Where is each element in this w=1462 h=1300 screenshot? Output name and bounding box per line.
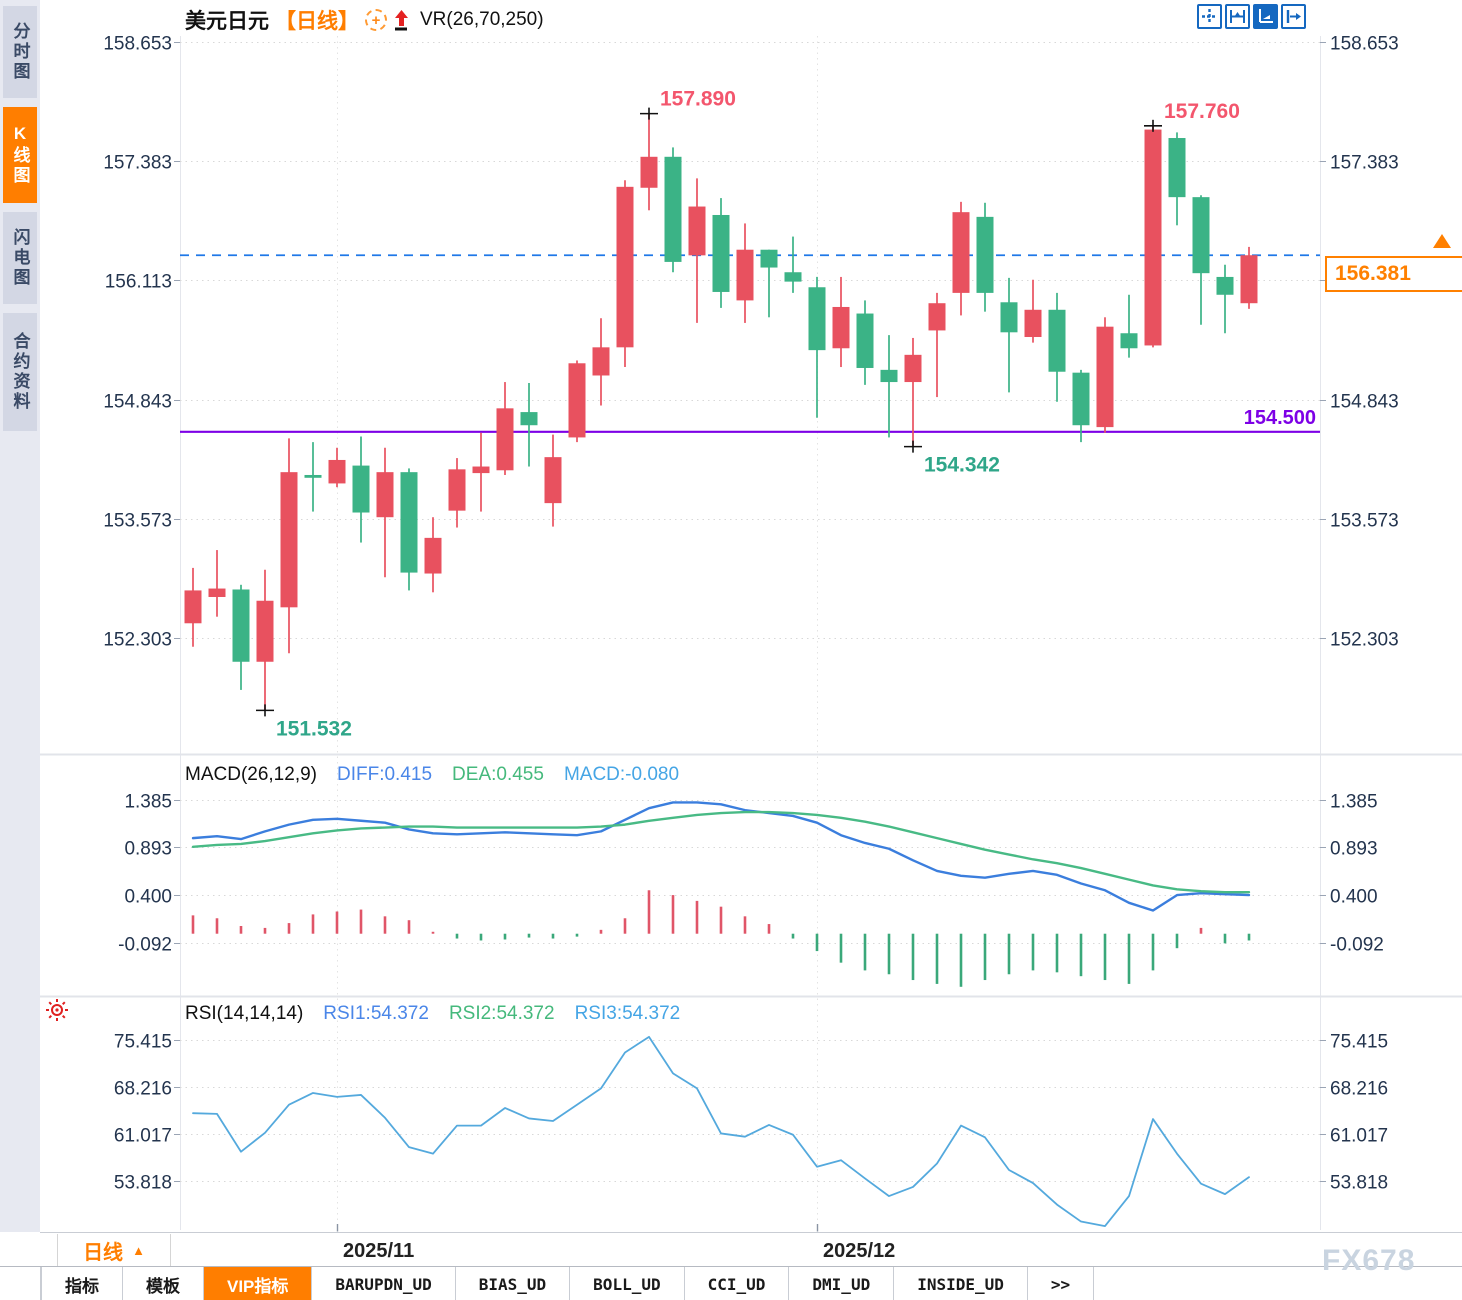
sidebar-item-lightning-chart[interactable]: 闪电图: [3, 212, 37, 304]
pan-right-icon[interactable]: [1281, 4, 1306, 29]
interval-selector-button[interactable]: 日线 ▲: [57, 1234, 171, 1267]
interval-up-triangle-icon: ▲: [132, 1242, 145, 1258]
svg-text:154.843: 154.843: [1330, 392, 1399, 413]
tab-inside-ud[interactable]: INSIDE_UD: [894, 1267, 1028, 1300]
svg-text:-0.092: -0.092: [1330, 935, 1384, 956]
auto-scale-icon[interactable]: [1253, 4, 1278, 29]
indicator-tab-bar: 指标 模板 VIP指标 BARUPDN_UD BIAS_UD BOLL_UD C…: [0, 1266, 1462, 1300]
chart-canvas[interactable]: 158.653158.653157.383157.383156.113156.1…: [0, 0, 1462, 1232]
rsi1-value: RSI1:54.372: [323, 1003, 429, 1024]
macd-macd-value: MACD:-0.080: [563, 764, 680, 785]
axis-range-icon[interactable]: [1225, 4, 1250, 29]
tab-boll-ud[interactable]: BOLL_UD: [570, 1267, 685, 1300]
tab-cci-ud[interactable]: CCI_UD: [684, 1267, 790, 1300]
tab-dmi-ud[interactable]: DMI_UD: [789, 1267, 895, 1300]
rsi3-value: RSI3:54.372: [574, 1003, 681, 1024]
tab-templates[interactable]: 模板: [123, 1267, 204, 1300]
symbol-title: 美元日元: [185, 10, 269, 33]
svg-text:154.843: 154.843: [103, 392, 172, 413]
tab-bar-spacer: [0, 1267, 42, 1300]
svg-text:157.383: 157.383: [1330, 153, 1399, 174]
tab-bias-ud[interactable]: BIAS_UD: [455, 1267, 571, 1300]
svg-text:0.400: 0.400: [124, 887, 172, 908]
svg-text:75.415: 75.415: [114, 1032, 172, 1053]
rsi-label-row: RSI(14,14,14) RSI1:54.372 RSI2:54.372 RS…: [185, 1003, 680, 1025]
svg-text:151.532: 151.532: [276, 717, 352, 740]
svg-text:154.342: 154.342: [924, 454, 1000, 477]
macd-diff-value: DIFF:0.415: [337, 764, 433, 785]
svg-text:158.653: 158.653: [1330, 34, 1399, 55]
tab-more[interactable]: >>: [1027, 1267, 1095, 1300]
tab-vip-indicators[interactable]: VIP指标: [204, 1267, 313, 1300]
svg-text:158.653: 158.653: [103, 34, 172, 55]
macd-name: MACD(26,12,9): [185, 764, 317, 785]
svg-text:157.760: 157.760: [1164, 100, 1240, 123]
circle-plus-icon[interactable]: +: [365, 9, 387, 31]
svg-text:61.017: 61.017: [114, 1126, 172, 1147]
svg-text:61.017: 61.017: [1330, 1126, 1388, 1147]
current-price-box: 156.381: [1325, 256, 1462, 292]
svg-text:1.385: 1.385: [124, 792, 172, 813]
crosshair-move-icon[interactable]: [1197, 4, 1222, 29]
svg-text:156.113: 156.113: [105, 272, 172, 293]
svg-text:0.893: 0.893: [1330, 839, 1378, 860]
svg-text:152.303: 152.303: [1330, 630, 1399, 651]
rsi2-value: RSI2:54.372: [448, 1003, 555, 1024]
sidebar-item-timeline-chart[interactable]: 分时图: [3, 6, 37, 98]
sidebar-item-candle-chart[interactable]: K线图: [3, 107, 37, 203]
svg-text:0.893: 0.893: [124, 839, 172, 860]
svg-text:157.383: 157.383: [103, 153, 172, 174]
vr-indicator-label: VR(26,70,250): [420, 9, 544, 30]
svg-text:53.818: 53.818: [114, 1173, 172, 1194]
macd-dea-value: DEA:0.455: [452, 764, 544, 785]
svg-text:53.818: 53.818: [1330, 1173, 1388, 1194]
x-axis-strip: 日线 ▲ 2025/11 2025/12: [40, 1232, 1462, 1267]
x-axis-month-label: 2025/12: [823, 1240, 896, 1262]
tab-barupdn-ud[interactable]: BARUPDN_UD: [312, 1267, 456, 1300]
svg-text:1.385: 1.385: [1330, 792, 1378, 813]
svg-text:0.400: 0.400: [1330, 887, 1378, 908]
x-axis-month-label: 2025/11: [343, 1240, 415, 1262]
svg-text:75.415: 75.415: [1330, 1032, 1388, 1053]
sidebar: 分时图 K线图 闪电图 合约资料: [0, 0, 40, 1232]
indicator-sun-icon: [45, 998, 69, 1027]
svg-text:-0.092: -0.092: [118, 935, 172, 956]
interval-label: 日线: [83, 1241, 124, 1264]
svg-text:157.890: 157.890: [660, 88, 736, 111]
sidebar-item-contract-info[interactable]: 合约资料: [3, 313, 37, 431]
svg-text:153.573: 153.573: [103, 511, 172, 532]
rsi-name: RSI(14,14,14): [185, 1003, 304, 1024]
up-arrow-icon: [393, 8, 410, 32]
tab-indicators[interactable]: 指标: [42, 1267, 123, 1300]
period-label: 【日线】: [275, 10, 359, 33]
svg-text:153.573: 153.573: [1330, 511, 1399, 532]
chart-toolbar: [1197, 4, 1306, 29]
price-marker-triangle-icon: [1433, 234, 1451, 248]
svg-text:68.216: 68.216: [1330, 1079, 1388, 1100]
title-bar: 美元日元 【日线】 + VR(26,70,250): [185, 6, 544, 34]
macd-label-row: MACD(26,12,9) DIFF:0.415 DEA:0.455 MACD:…: [185, 764, 679, 786]
svg-text:154.500: 154.500: [1244, 407, 1316, 429]
svg-text:68.216: 68.216: [114, 1079, 172, 1100]
svg-text:152.303: 152.303: [103, 630, 172, 651]
